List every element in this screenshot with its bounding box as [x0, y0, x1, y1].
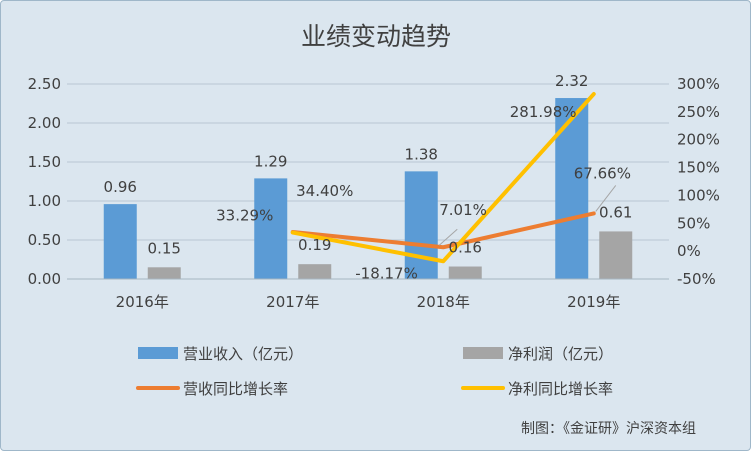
bar-data-label: 0.96 — [104, 178, 137, 196]
bar-revenue — [404, 171, 438, 279]
y-right-tick-label: 150% — [677, 159, 720, 177]
y-right-tick-label: 100% — [677, 186, 720, 204]
line-data-label: 34.40% — [296, 182, 353, 200]
x-tick-label: 2018年 — [417, 293, 470, 311]
bar-data-label: 0.19 — [298, 236, 331, 254]
bar-data-label: 1.29 — [254, 152, 287, 170]
leader-line — [595, 185, 617, 212]
y-right-tick-label: 300% — [677, 75, 720, 93]
revenue-growth-line — [290, 211, 596, 250]
legend: 营业收入（亿元） 净利润（亿元） 营收同比增长率 净利同比增长率 — [136, 345, 613, 398]
y-left-tick-label: 2.50 — [28, 75, 61, 93]
y-right-tick-label: -50% — [677, 270, 716, 288]
profit-growth-line — [290, 92, 596, 264]
legend-swatch — [138, 347, 178, 359]
credit-text: 制图：《金证研》沪深资本组 — [521, 421, 696, 437]
y-right-tick-label: 0% — [677, 242, 701, 260]
y-right-tick-label: 50% — [677, 214, 710, 232]
x-tick-label: 2019年 — [567, 293, 620, 311]
y-left-tick-label: 0.50 — [28, 231, 61, 249]
bar-data-label: 2.32 — [555, 72, 588, 90]
bar-revenue — [555, 98, 589, 279]
bar-data-label: 0.16 — [449, 239, 482, 257]
chart-title: 业绩变动趋势 — [301, 22, 451, 51]
bar-net-profit — [448, 266, 482, 279]
y-left-tick-label: 1.00 — [28, 192, 61, 210]
y-left-tick-label: 1.50 — [28, 153, 61, 171]
legend-label: 净利润（亿元） — [508, 345, 613, 363]
line-data-label: 7.01% — [439, 201, 487, 219]
y-left-tick-label: 2.00 — [28, 114, 61, 132]
bar-data-label: 0.15 — [148, 239, 181, 257]
bar-net-profit — [147, 267, 181, 279]
x-tick-label: 2016年 — [116, 293, 169, 311]
y-left-tick-label: 0.00 — [28, 270, 61, 288]
legend-label: 净利同比增长率 — [508, 380, 613, 398]
line-data-label: 33.29% — [216, 207, 273, 225]
line-data-label: -18.17% — [355, 264, 418, 282]
line-data-label: 281.98% — [510, 103, 577, 121]
axes: 0.00 0.50 1.00 1.50 2.00 2.50 -50% 0% 50% 100% 150… — [28, 75, 720, 311]
data-labels: 0.96 1.29 1.38 2.32 0.15 0.19 0.16 0.61 34.40% 7.… — [104, 72, 633, 282]
y-right-tick-label: 200% — [677, 131, 720, 149]
bar-data-label: 0.61 — [599, 203, 632, 221]
leader-line — [438, 228, 458, 246]
bar-revenue — [103, 204, 137, 279]
bar-net-profit — [298, 264, 332, 279]
y-right-tick-label: 250% — [677, 103, 720, 121]
bar-revenue — [254, 178, 288, 279]
bars — [103, 98, 633, 279]
legend-label: 营收同比增长率 — [183, 380, 288, 398]
lines — [290, 92, 596, 264]
line-data-label: 67.66% — [574, 164, 631, 182]
legend-swatch — [463, 347, 503, 359]
bar-data-label: 1.38 — [405, 145, 438, 163]
legend-label: 营业收入（亿元） — [183, 345, 303, 363]
bar-net-profit — [599, 231, 633, 279]
x-tick-label: 2017年 — [266, 293, 319, 311]
